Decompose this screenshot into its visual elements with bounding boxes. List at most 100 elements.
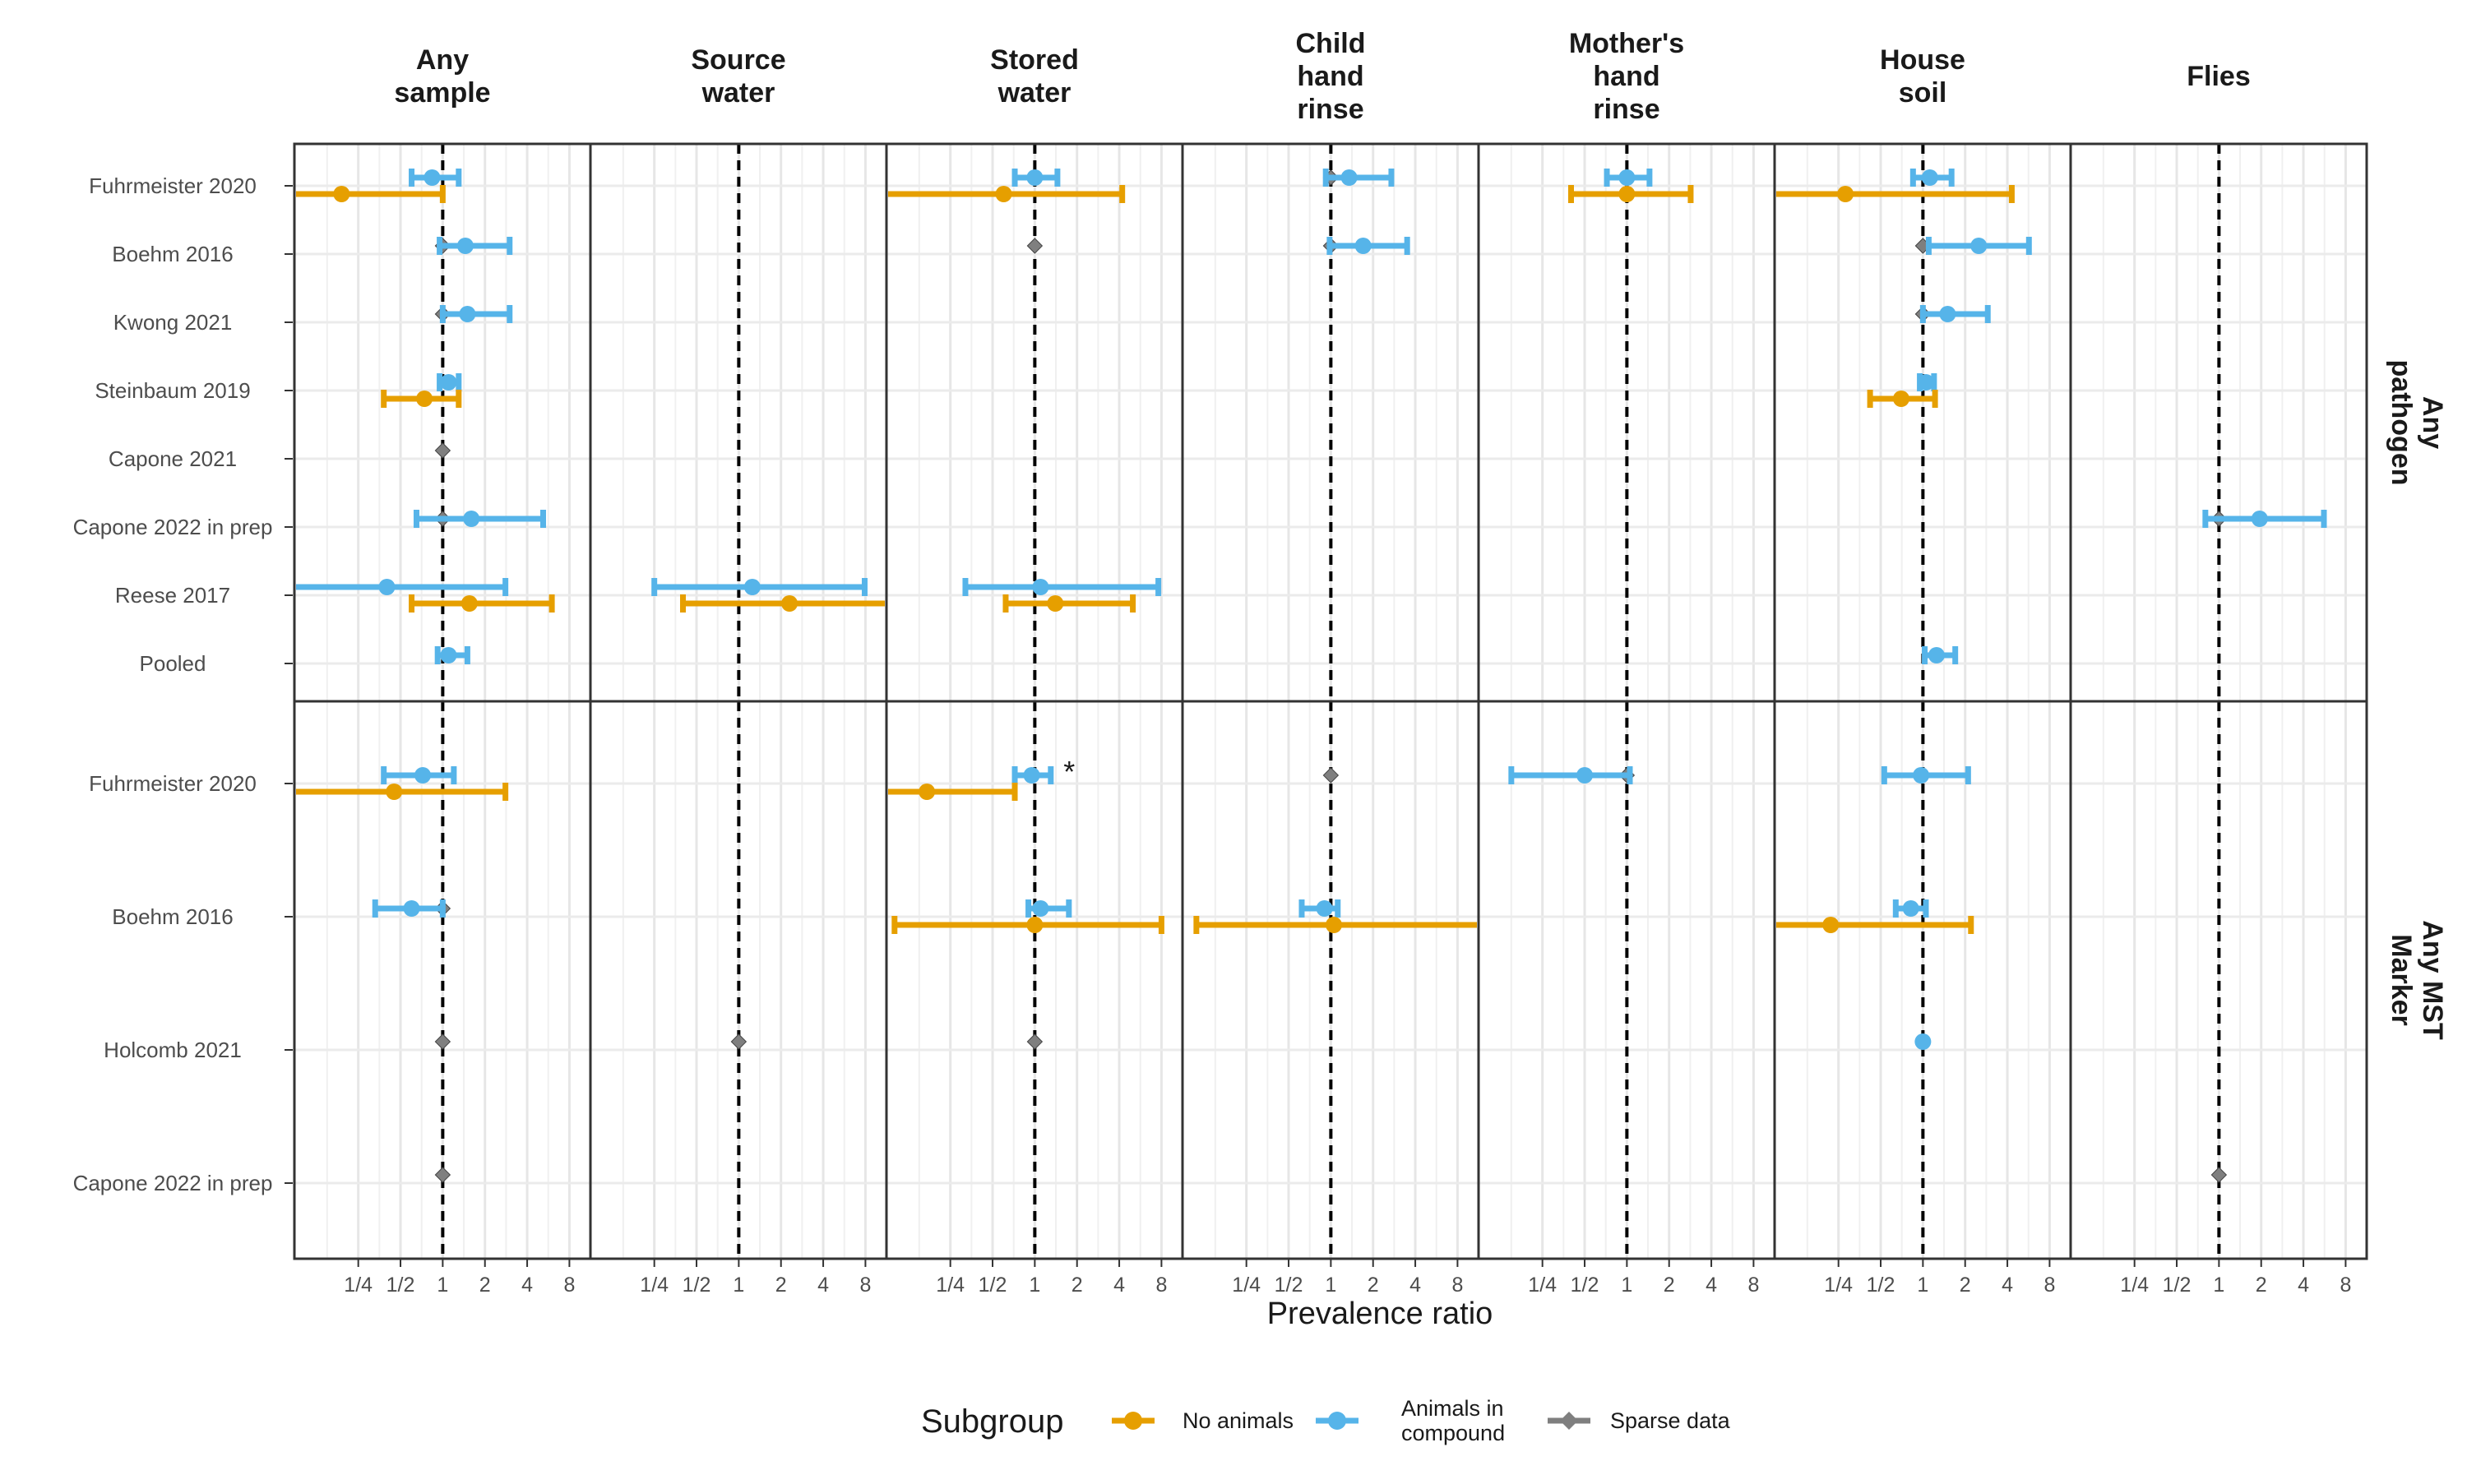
estimate-point — [1026, 917, 1044, 933]
estimate-animals — [651, 578, 868, 596]
legend-title: Subgroup — [921, 1403, 1063, 1440]
facet-title-source: water — [701, 77, 775, 109]
estimate-point — [333, 186, 350, 202]
estimate-point — [1902, 900, 1919, 917]
estimate-point — [414, 767, 432, 784]
estimate-animals — [1922, 646, 1959, 664]
estimate-point — [403, 900, 420, 917]
estimate-no_animals — [1193, 916, 1477, 934]
facet-title-soil: House — [1880, 44, 1965, 76]
x-tick-label: 1/2 — [683, 1274, 711, 1297]
estimate-point — [919, 784, 936, 800]
x-tick-label: 4 — [1409, 1274, 1421, 1297]
estimate-animals — [1508, 766, 1633, 784]
study-label: Kwong 2021 — [113, 310, 233, 335]
row-strip-label: Any MST — [2417, 920, 2448, 1040]
facet-titles: AnysampleSourcewaterStoredwaterChildhand… — [394, 28, 2250, 125]
estimate-point — [1921, 169, 1938, 186]
row-strip-label: Marker — [2386, 934, 2417, 1026]
facet-title-child: Child — [1296, 28, 1366, 59]
estimate-point — [440, 374, 457, 391]
estimate-point — [1618, 186, 1636, 202]
marks-layer: * — [296, 169, 2327, 1183]
estimate-point — [459, 306, 476, 322]
estimate-sparse — [434, 1033, 451, 1050]
estimate-animals — [1925, 237, 2032, 255]
estimate-animals — [1322, 169, 1395, 187]
x-tick-label: 8 — [859, 1274, 871, 1297]
study-label: Capone 2021 — [109, 446, 237, 471]
estimate-no_animals — [679, 594, 885, 613]
x-tick-label: 4 — [1113, 1274, 1125, 1297]
sparse-point-diamond — [1026, 238, 1044, 254]
estimate-point — [1928, 647, 1945, 663]
facet-title-source: Source — [691, 44, 785, 76]
x-tick-label: 1 — [437, 1274, 448, 1297]
estimate-animals — [1919, 305, 1991, 323]
x-tick-label: 1 — [2213, 1274, 2224, 1297]
x-tick-label: 1/2 — [386, 1274, 415, 1297]
facet-title-child: rinse — [1297, 94, 1363, 125]
x-tick-label: 8 — [2340, 1274, 2351, 1297]
estimate-no_animals — [1776, 916, 1974, 934]
estimate-no_animals — [888, 783, 1018, 801]
legend-label: Sparse data — [1610, 1408, 1731, 1433]
sparse-point-diamond — [1322, 767, 1340, 784]
x-tick-label: 1 — [1029, 1274, 1040, 1297]
estimate-point — [1032, 579, 1049, 595]
x-tick-label: 1/4 — [1824, 1274, 1853, 1297]
estimate-animals — [296, 578, 509, 596]
legend-item-sparse: Sparse data — [1548, 1408, 1731, 1433]
x-tick-label: 4 — [817, 1274, 829, 1297]
x-tick-label: 1/2 — [979, 1274, 1007, 1297]
legend-item-no_animals: No animals — [1112, 1408, 1294, 1433]
estimate-point — [995, 186, 1012, 202]
estimate-animals — [413, 510, 546, 528]
x-tick-label: 8 — [2043, 1274, 2055, 1297]
x-tick-label: 4 — [2298, 1274, 2309, 1297]
sparse-point-diamond — [730, 1033, 748, 1050]
facet-title-soil: soil — [1899, 77, 1947, 109]
estimate-animals — [434, 646, 470, 664]
estimate-point — [1939, 306, 1956, 322]
estimate-point — [1340, 169, 1358, 186]
sparse-point-diamond — [2210, 1167, 2228, 1183]
estimate-animals — [437, 237, 513, 255]
legend-label: Animals in — [1401, 1396, 1504, 1421]
estimate-no_animals — [1567, 185, 1694, 203]
estimate-sparse — [730, 1033, 748, 1050]
estimate-point — [1032, 900, 1049, 917]
estimate-point — [1576, 767, 1594, 784]
estimate-animals — [1011, 169, 1061, 187]
estimate-point — [743, 579, 761, 595]
estimate-animals — [1881, 766, 1971, 784]
x-tick-label: 1 — [733, 1274, 744, 1297]
x-tick-label: 4 — [2002, 1274, 2013, 1297]
estimate-point — [1970, 238, 1988, 254]
facet-title-any: Any — [416, 44, 469, 76]
estimate-point — [461, 595, 478, 612]
x-tick-label: 1/2 — [1571, 1274, 1599, 1297]
x-axis-title: Prevalence ratio — [1267, 1297, 1493, 1331]
legend-key-circle — [1124, 1412, 1142, 1430]
estimate-point — [1892, 391, 1909, 407]
row-strip-label: pathogen — [2386, 360, 2417, 486]
x-tick-label: 1/2 — [2163, 1274, 2192, 1297]
estimate-point — [386, 784, 403, 800]
estimate-sparse — [434, 1167, 451, 1183]
estimate-animals — [1011, 766, 1054, 784]
estimate-point — [1914, 1033, 1932, 1050]
x-tick-label: 1 — [1917, 1274, 1928, 1297]
estimate-point — [1354, 238, 1372, 254]
estimate-sparse — [2210, 1167, 2228, 1183]
x-tick-label: 1/4 — [640, 1274, 669, 1297]
estimate-animals — [2202, 510, 2327, 528]
estimate-sparse — [1322, 767, 1340, 784]
estimate-point — [440, 647, 457, 663]
sparse-point-diamond — [434, 1033, 451, 1050]
estimate-no_animals — [296, 185, 446, 203]
estimate-point — [1822, 917, 1840, 933]
